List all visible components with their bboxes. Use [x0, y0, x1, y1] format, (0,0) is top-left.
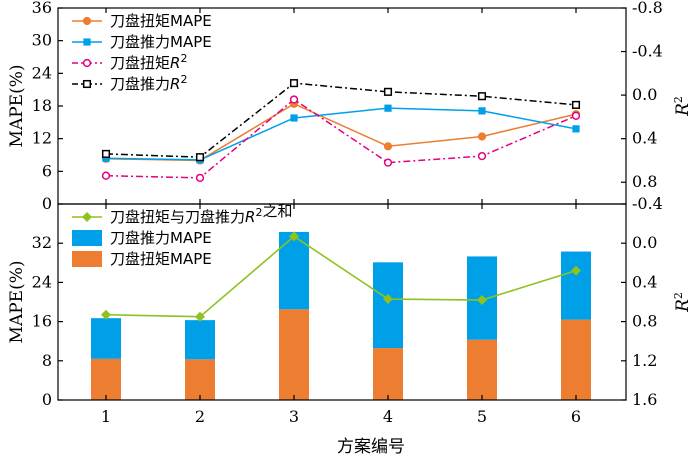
- r2-sum-point-4: [383, 294, 393, 305]
- series-2-point-6: [572, 125, 580, 133]
- legend-label-4: 刀盘推力R2: [110, 73, 187, 93]
- x-tick-label: 1: [101, 407, 111, 426]
- bar-thrust-6: [561, 251, 591, 320]
- bar-torque-4: [373, 348, 403, 400]
- legend-label-bar-1: 刀盘推力MAPE: [110, 229, 212, 247]
- left-tick-label: 24: [32, 63, 52, 82]
- legend-marker-3: [82, 58, 92, 68]
- series-4-point-6: [571, 100, 581, 109]
- series-1-point-4: [383, 142, 393, 151]
- series-line-4: [105, 82, 577, 158]
- legend-label-r2sum: 刀盘扭矩与刀盘推力R2之和: [110, 202, 292, 226]
- x-tick-label: 6: [571, 407, 581, 426]
- right-tick-label: 1.2: [632, 351, 657, 370]
- x-tick-label: 4: [383, 407, 393, 426]
- bar-torque-2: [185, 359, 215, 400]
- bar-thrust-2: [185, 320, 215, 360]
- legend-label-3: 刀盘扭矩R2: [110, 52, 187, 72]
- bar-torque-6: [561, 319, 591, 400]
- right-tick-label: -0.4: [632, 42, 663, 61]
- r2-sum-point-5: [477, 295, 487, 306]
- series-line-2: [105, 107, 577, 161]
- x-tick-label: 5: [477, 407, 487, 426]
- r2-sum-point-6: [571, 265, 581, 276]
- series-2-point-1: [102, 154, 110, 162]
- legend-marker-4: [82, 79, 92, 89]
- series-4-point-1: [101, 149, 111, 158]
- x-axis-label: 方案编号: [337, 437, 405, 457]
- plot-frame: [57, 203, 627, 401]
- series-3-point-4: [383, 158, 393, 167]
- bar-torque-1: [91, 358, 121, 400]
- right-tick-label: 0.8: [632, 312, 657, 331]
- series-line-3: [105, 98, 577, 179]
- left-tick-label: 32: [32, 233, 52, 252]
- bar-thrust-1: [91, 318, 121, 359]
- y-axis-label: MAPE(%): [7, 65, 27, 148]
- right-tick-label: -0.8: [632, 0, 663, 17]
- series-4-point-3: [289, 79, 299, 88]
- series-2-point-5: [478, 107, 486, 115]
- bottom-panel: 0 8 16 24 32 -0.4 0.0 0.4 0.8 1.2 1.6 1 2 3 4 5 6 MAPE(%)…: [7, 194, 693, 426]
- left-tick-label: 0: [42, 194, 52, 213]
- top-panel: 0 6 12 18 24 30 36 -0.8 -0.4 0.0 0.4 0.8 MAPE(%) R2 刀盘…: [7, 0, 693, 213]
- right-tick-label: 0.0: [632, 85, 657, 104]
- bar-torque-3: [279, 309, 309, 400]
- right-tick-label: 1.6: [632, 390, 657, 409]
- y-axis-label: MAPE(%): [7, 261, 27, 344]
- series-line-1: [105, 102, 577, 162]
- legend-swatch-1: [72, 230, 102, 246]
- legend-marker-1: [82, 16, 92, 26]
- legend-swatch-2: [72, 251, 102, 267]
- left-tick-label: 6: [42, 161, 52, 180]
- left-tick-label: 0: [42, 390, 52, 409]
- r2-sum-point-1: [101, 309, 111, 320]
- series-2-point-3: [290, 114, 298, 122]
- series-2-point-4: [384, 104, 392, 112]
- x-tick-label: 3: [289, 407, 299, 426]
- right-tick-label: 0.4: [632, 129, 657, 148]
- left-tick-label: 36: [32, 0, 52, 17]
- right-tick-label: 0.0: [632, 233, 657, 252]
- y2-axis-label: R2: [672, 96, 693, 117]
- series-4-point-5: [477, 92, 487, 101]
- r2-sum-point-2: [195, 311, 205, 322]
- bar-thrust-4: [373, 262, 403, 349]
- series-3-point-5: [477, 151, 487, 161]
- left-tick-label: 18: [32, 96, 52, 115]
- right-tick-label: 0.8: [632, 172, 657, 191]
- series-3-point-2: [195, 173, 205, 183]
- legend-label-2: 刀盘推力MAPE: [110, 33, 212, 51]
- legend-label-bar-2: 刀盘扭矩MAPE: [110, 250, 212, 268]
- r2-sum-line: [105, 235, 577, 318]
- legend-label-1: 刀盘扭矩MAPE: [110, 12, 212, 30]
- x-tick-label: 2: [195, 407, 205, 426]
- legend-marker-r2sum: [82, 212, 92, 222]
- series-1-point-5: [477, 132, 487, 141]
- series-4-point-4: [383, 87, 393, 96]
- legend-marker-2: [83, 38, 91, 46]
- left-tick-label: 8: [42, 351, 52, 370]
- right-tick-label: 0.4: [632, 272, 657, 291]
- series-3-point-6: [571, 111, 581, 120]
- y2-axis-label: R2: [672, 292, 693, 313]
- r2-sum-point-3: [289, 231, 299, 242]
- left-tick-label: 12: [32, 129, 52, 148]
- left-tick-label: 16: [32, 312, 52, 331]
- series-3-point-1: [101, 171, 111, 180]
- left-tick-label: 30: [32, 31, 52, 50]
- series-4-point-2: [195, 153, 205, 162]
- right-tick-label: -0.4: [632, 194, 663, 213]
- left-tick-label: 24: [32, 272, 52, 291]
- bar-torque-5: [467, 339, 497, 400]
- series-3-point-3: [289, 95, 299, 104]
